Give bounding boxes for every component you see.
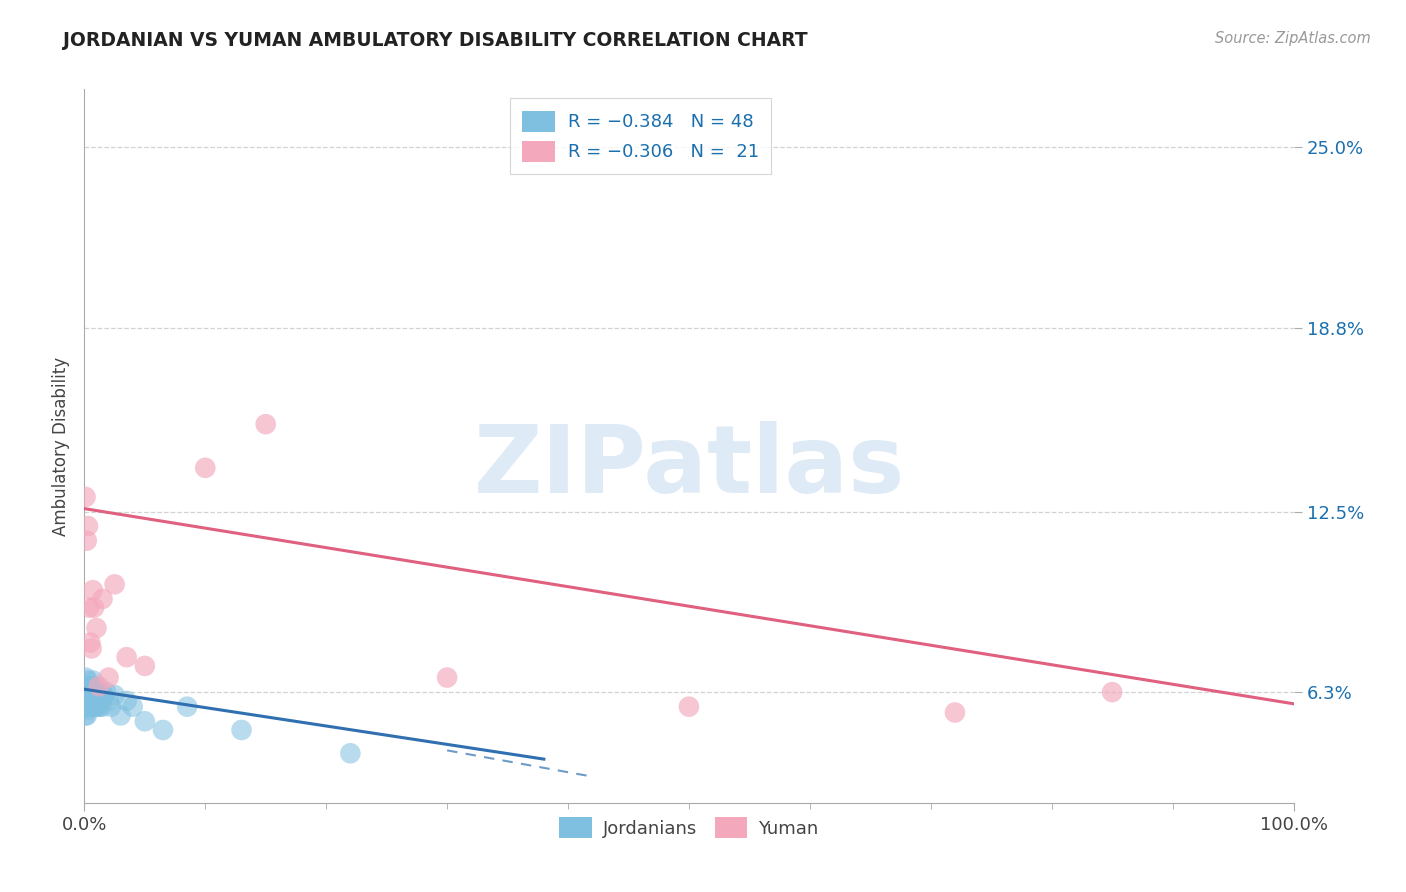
Point xyxy=(76,685,98,699)
Point xyxy=(115,694,138,708)
Point xyxy=(76,694,98,708)
Point xyxy=(134,659,156,673)
Point xyxy=(75,671,97,685)
Point xyxy=(104,577,127,591)
Point xyxy=(77,685,100,699)
Point xyxy=(943,706,966,720)
Point xyxy=(87,679,110,693)
Point xyxy=(77,600,100,615)
Point xyxy=(83,688,105,702)
Point xyxy=(80,699,103,714)
Point xyxy=(115,650,138,665)
Point xyxy=(134,714,156,729)
Point xyxy=(79,699,101,714)
Point xyxy=(121,699,143,714)
Point xyxy=(83,600,105,615)
Point xyxy=(79,679,101,693)
Point xyxy=(100,699,122,714)
Point xyxy=(77,519,100,533)
Point xyxy=(82,685,104,699)
Point xyxy=(91,591,114,606)
Point xyxy=(77,685,100,699)
Text: Source: ZipAtlas.com: Source: ZipAtlas.com xyxy=(1215,31,1371,46)
Text: ZIPatlas: ZIPatlas xyxy=(474,421,904,514)
Point xyxy=(89,699,111,714)
Point xyxy=(104,688,127,702)
Point xyxy=(77,699,100,714)
Point xyxy=(194,460,217,475)
Point xyxy=(77,694,100,708)
Point xyxy=(90,685,112,699)
Point xyxy=(86,621,108,635)
Point xyxy=(97,694,120,708)
Point xyxy=(76,533,98,548)
Point xyxy=(80,694,103,708)
Point xyxy=(86,679,108,693)
Point xyxy=(75,708,97,723)
Point xyxy=(79,635,101,649)
Point xyxy=(678,699,700,714)
Y-axis label: Ambulatory Disability: Ambulatory Disability xyxy=(52,357,70,535)
Point xyxy=(110,708,132,723)
Point xyxy=(82,583,104,598)
Legend: Jordanians, Yuman: Jordanians, Yuman xyxy=(550,808,828,847)
Point xyxy=(254,417,277,432)
Point xyxy=(436,671,458,685)
Point xyxy=(91,699,114,714)
Point xyxy=(82,694,104,708)
Point xyxy=(75,688,97,702)
Point xyxy=(77,694,100,708)
Point xyxy=(339,746,361,760)
Point xyxy=(75,490,97,504)
Point xyxy=(79,688,101,702)
Point xyxy=(176,699,198,714)
Point xyxy=(77,673,100,688)
Point xyxy=(84,685,107,699)
Point xyxy=(97,671,120,685)
Point xyxy=(80,685,103,699)
Point xyxy=(87,694,110,708)
Point xyxy=(94,685,117,699)
Point xyxy=(84,699,107,714)
Point xyxy=(80,641,103,656)
Point xyxy=(82,673,104,688)
Text: JORDANIAN VS YUMAN AMBULATORY DISABILITY CORRELATION CHART: JORDANIAN VS YUMAN AMBULATORY DISABILITY… xyxy=(63,31,808,50)
Point xyxy=(77,703,100,717)
Point xyxy=(231,723,253,737)
Point xyxy=(152,723,174,737)
Point xyxy=(86,699,108,714)
Point xyxy=(75,699,97,714)
Point xyxy=(86,688,108,702)
Point xyxy=(93,688,115,702)
Point xyxy=(76,679,98,693)
Point xyxy=(1101,685,1123,699)
Point xyxy=(83,699,105,714)
Point xyxy=(76,708,98,723)
